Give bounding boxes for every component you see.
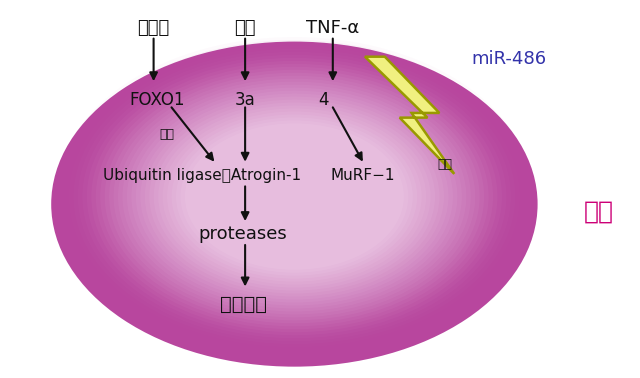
Ellipse shape [92,61,497,332]
Ellipse shape [114,76,475,318]
Ellipse shape [127,85,462,308]
Ellipse shape [87,58,502,335]
Ellipse shape [83,55,506,338]
Ellipse shape [78,52,511,341]
Ellipse shape [140,94,449,299]
Text: Ubiquitin ligase：Atrogin-1: Ubiquitin ligase：Atrogin-1 [102,168,301,183]
Text: 蛋白分解: 蛋白分解 [220,295,267,314]
Text: miR-486: miR-486 [471,50,547,68]
Ellipse shape [136,91,453,302]
Ellipse shape [96,64,493,329]
Ellipse shape [69,46,520,347]
Text: 筋肉: 筋肉 [584,200,613,224]
Text: 飢餓: 飢餓 [234,19,256,37]
Text: 4: 4 [318,91,328,109]
Ellipse shape [163,108,426,285]
Ellipse shape [158,105,431,288]
Ellipse shape [154,102,435,291]
Text: 3a: 3a [235,91,255,109]
Text: FOXO1: FOXO1 [129,91,184,109]
Polygon shape [365,57,454,174]
Ellipse shape [145,97,444,296]
Text: 抑制: 抑制 [437,158,452,171]
Ellipse shape [180,121,408,273]
Ellipse shape [74,49,515,344]
Ellipse shape [100,67,488,326]
Ellipse shape [122,82,467,311]
Ellipse shape [167,112,422,282]
Text: TNF-α: TNF-α [306,19,360,37]
Ellipse shape [149,99,440,294]
Ellipse shape [65,43,524,350]
Text: 敗血症: 敗血症 [138,19,170,37]
Ellipse shape [185,123,404,270]
Text: proteases: proteases [199,225,287,243]
Ellipse shape [172,115,417,279]
Ellipse shape [118,79,471,314]
Ellipse shape [105,70,484,323]
Ellipse shape [109,73,479,321]
Text: 刺激: 刺激 [159,128,174,141]
Text: MuRF−1: MuRF−1 [331,168,395,183]
Ellipse shape [176,118,413,276]
Ellipse shape [131,88,458,305]
Ellipse shape [51,42,538,367]
